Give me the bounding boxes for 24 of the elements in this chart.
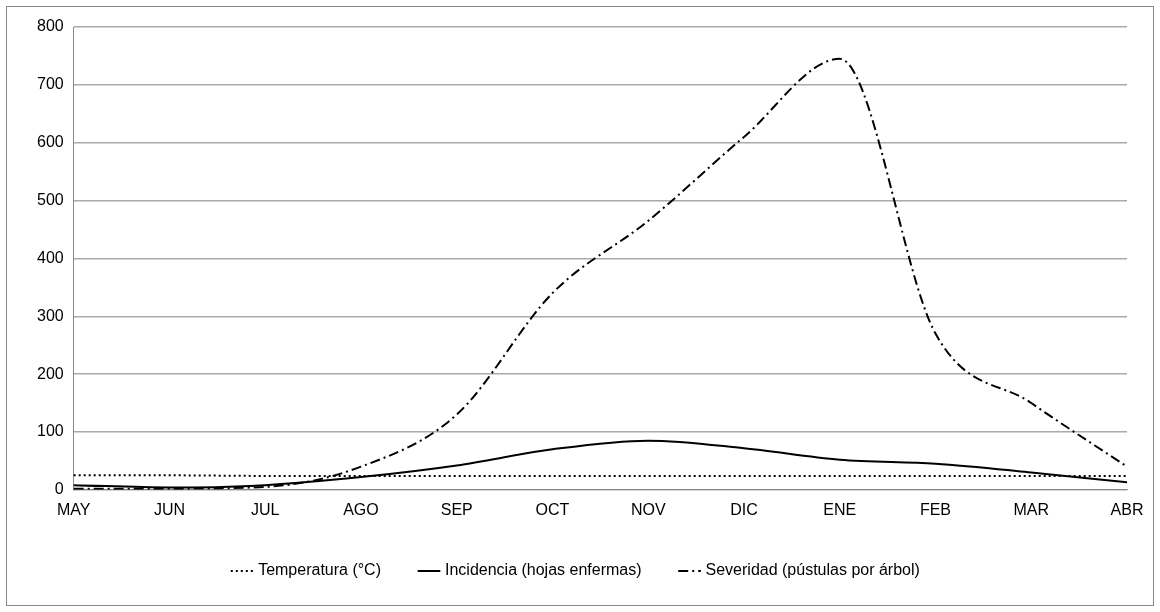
- x-tick-label: ENE: [823, 500, 857, 518]
- x-tick-label: NOV: [630, 500, 666, 518]
- y-tick-label: 300: [36, 306, 64, 324]
- x-tick-label: FEB: [919, 500, 952, 518]
- x-tick-label: MAY: [56, 500, 91, 518]
- legend-label: Incidencia (hojas enfermas): [445, 561, 642, 579]
- x-tick-label: MAR: [1013, 500, 1050, 518]
- y-tick-label: 200: [36, 364, 64, 382]
- y-tick-label: 800: [36, 17, 64, 35]
- x-tick-label: JUL: [250, 500, 280, 518]
- y-tick-label: 600: [36, 133, 64, 151]
- x-tick-label: AGO: [343, 500, 379, 518]
- x-tick-label: SEP: [440, 500, 473, 518]
- y-tick-label: 500: [36, 190, 64, 208]
- x-tick-label: OCT: [535, 500, 570, 518]
- y-tick-label: 100: [36, 422, 64, 440]
- y-tick-label: 0: [54, 480, 64, 498]
- y-tick-label: 400: [36, 248, 64, 266]
- legend-label: Temperatura (°C): [258, 561, 381, 579]
- x-tick-label: JUN: [153, 500, 185, 518]
- legend-label: Severidad (pústulas por árbol): [705, 561, 920, 579]
- y-tick-label: 700: [36, 75, 64, 93]
- x-tick-label: DIC: [730, 500, 758, 518]
- x-tick-label: ABR: [1110, 500, 1144, 518]
